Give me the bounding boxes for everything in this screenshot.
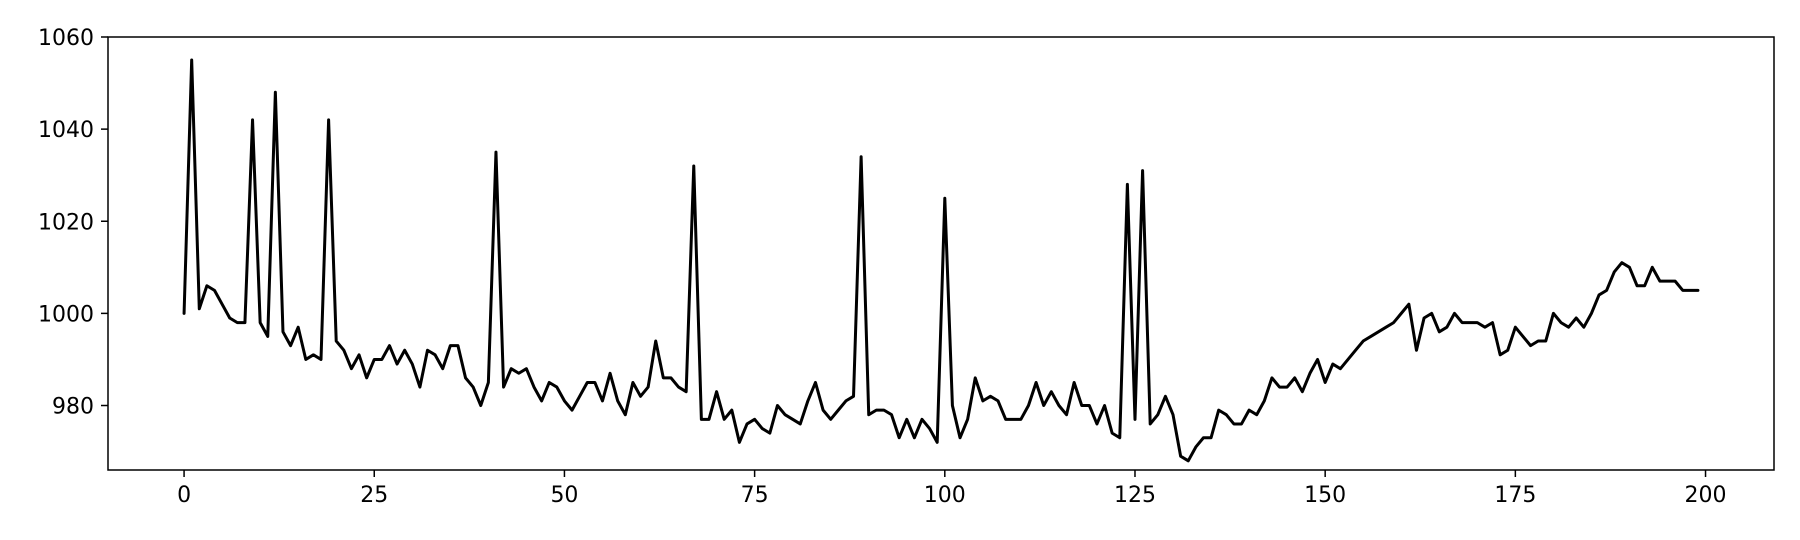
x-tick-label: 25 [360, 483, 388, 508]
x-axis: 0 25 50 75 100 125 150 175 200 [177, 470, 1727, 508]
y-tick-label: 1000 [38, 302, 94, 327]
x-tick-label: 75 [741, 483, 769, 508]
x-tick-label: 0 [177, 483, 191, 508]
series-line [182, 58, 1700, 463]
x-tick-label: 50 [550, 483, 578, 508]
y-axis: 980 1000 1020 1040 1060 [38, 26, 108, 420]
x-tick-label: 100 [924, 483, 966, 508]
y-tick-label: 1060 [38, 26, 94, 51]
plot-frame [107, 36, 1775, 471]
x-tick-label: 175 [1494, 483, 1536, 508]
y-tick-label: 1020 [38, 210, 94, 235]
x-tick-label: 150 [1304, 483, 1346, 508]
x-tick-label: 125 [1114, 483, 1156, 508]
y-tick-label: 1040 [38, 118, 94, 143]
x-tick-label: 200 [1685, 483, 1727, 508]
y-tick-label: 980 [52, 395, 94, 420]
